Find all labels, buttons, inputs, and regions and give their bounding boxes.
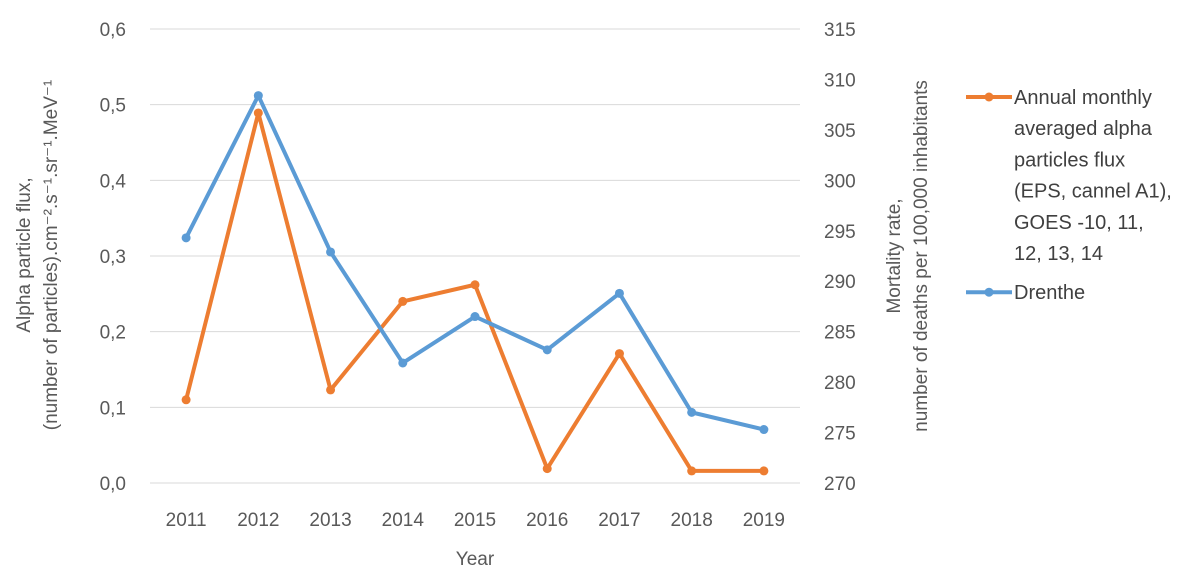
right-tick-label: 295 [824, 222, 856, 243]
data-point [253, 91, 263, 101]
data-point [542, 464, 552, 474]
data-point [398, 358, 408, 368]
data-point [614, 349, 624, 359]
right-tick-label: 315 [824, 20, 856, 41]
x-tick-label: 2011 [166, 510, 207, 531]
left-tick-label: 0,6 [100, 20, 126, 41]
left-axis-label: Alpha particle flux, (number of particle… [14, 80, 62, 431]
right-axis-label-line-1: Mortality rate, [884, 198, 905, 313]
right-axis-label-line-2: number of deaths per 100,000 inhabitants [911, 80, 932, 432]
data-point [326, 247, 336, 257]
x-tick-label: 2012 [237, 510, 279, 531]
gridlines [150, 28, 800, 484]
data-point [470, 280, 480, 290]
data-point [326, 385, 336, 395]
data-point [181, 233, 191, 243]
left-axis-label-line-2: (number of particles).cm⁻².s⁻¹.sr⁻¹.MeV⁻… [41, 80, 62, 431]
series-line [184, 110, 764, 473]
left-axis-label-line-1: Alpha particle flux, [14, 177, 35, 332]
data-point [759, 466, 769, 476]
legend-label: averaged alpha [1014, 118, 1153, 140]
right-axis-ticks: 270 275 280 285 290 295 300 305 310 315 [824, 20, 856, 495]
right-tick-label: 305 [824, 121, 856, 142]
right-axis-label: Mortality rate, number of deaths per 100… [884, 80, 932, 432]
legend-marker [984, 287, 994, 297]
left-tick-label: 0,4 [100, 171, 127, 192]
x-tick-label: 2014 [382, 510, 425, 531]
x-tick-label: 2015 [454, 510, 496, 531]
data-point [759, 425, 769, 435]
legend-label: particles flux [1014, 149, 1125, 171]
data-point [687, 407, 697, 417]
right-tick-label: 310 [824, 70, 856, 91]
data-point [181, 395, 191, 405]
data-point [687, 466, 697, 476]
left-tick-label: 0,2 [100, 323, 126, 344]
x-tick-label: 2016 [526, 510, 568, 531]
legend: Annual monthly averaged alpha particles fl… [966, 87, 1172, 304]
x-tick-label: 2018 [671, 510, 713, 531]
left-tick-label: 0,0 [100, 474, 126, 495]
x-axis-label: Year [456, 549, 495, 569]
right-tick-label: 270 [824, 474, 856, 495]
left-tick-label: 0,1 [100, 398, 126, 419]
legend-label: Drenthe [1014, 282, 1085, 304]
right-tick-label: 280 [824, 373, 856, 394]
legend-label: Annual monthly [1014, 87, 1152, 109]
left-tick-label: 0,3 [100, 247, 126, 268]
data-point [614, 288, 624, 298]
legend-label: (EPS, cannel A1), [1014, 181, 1172, 203]
left-tick-label: 0,5 [100, 96, 126, 117]
data-point [253, 108, 263, 118]
legend-marker [984, 92, 994, 102]
x-tick-label: 2019 [743, 510, 785, 531]
series-line [184, 93, 765, 432]
data-point [398, 296, 408, 306]
right-tick-label: 300 [824, 171, 856, 192]
series-group [181, 91, 769, 476]
x-tick-label: 2017 [598, 510, 640, 531]
x-axis-ticks: 2011 2012 2013 2014 2015 2016 2017 2018 2019 [166, 510, 785, 531]
legend-label: GOES -10, 11, [1014, 212, 1144, 234]
data-point [470, 312, 480, 322]
x-tick-label: 2013 [309, 510, 351, 531]
left-axis-ticks: 0,0 0,1 0,2 0,3 0,4 0,5 0,6 [100, 20, 127, 495]
right-tick-label: 290 [824, 272, 856, 293]
legend-label: 12, 13, 14 [1014, 243, 1103, 265]
right-tick-label: 275 [824, 424, 856, 445]
data-point [542, 345, 552, 355]
right-tick-label: 285 [824, 323, 856, 344]
